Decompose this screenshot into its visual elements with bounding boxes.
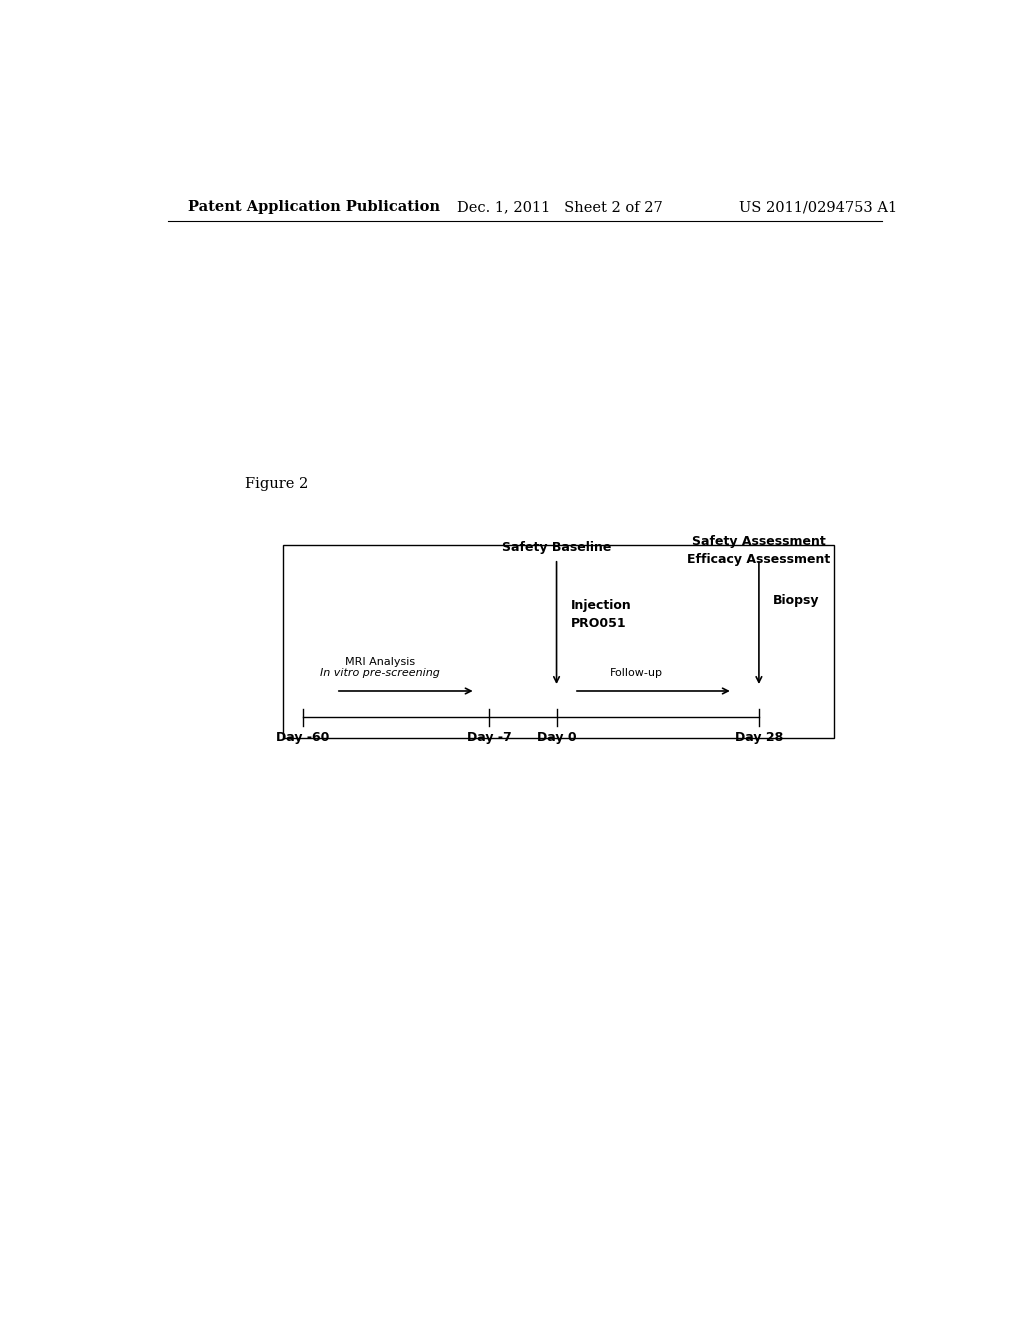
Text: Injection: Injection: [570, 599, 632, 612]
Text: Efficacy Assessment: Efficacy Assessment: [687, 553, 830, 566]
Text: Day -60: Day -60: [275, 731, 330, 743]
Text: Safety Assessment: Safety Assessment: [692, 535, 825, 548]
Text: US 2011/0294753 A1: US 2011/0294753 A1: [739, 201, 897, 214]
Text: Day -7: Day -7: [467, 731, 511, 743]
Text: Safety Baseline: Safety Baseline: [502, 541, 611, 554]
Text: Day 0: Day 0: [537, 731, 577, 743]
Text: Patent Application Publication: Patent Application Publication: [187, 201, 439, 214]
Text: Day 28: Day 28: [735, 731, 783, 743]
Text: PRO051: PRO051: [570, 618, 627, 631]
Text: Follow-up: Follow-up: [609, 668, 663, 677]
FancyBboxPatch shape: [283, 545, 835, 738]
Text: MRI Analysis: MRI Analysis: [345, 656, 416, 667]
Text: Biopsy: Biopsy: [773, 594, 819, 607]
Text: In vitro pre-screening: In vitro pre-screening: [321, 668, 440, 677]
Text: Dec. 1, 2011   Sheet 2 of 27: Dec. 1, 2011 Sheet 2 of 27: [458, 201, 664, 214]
Text: Figure 2: Figure 2: [246, 477, 308, 491]
